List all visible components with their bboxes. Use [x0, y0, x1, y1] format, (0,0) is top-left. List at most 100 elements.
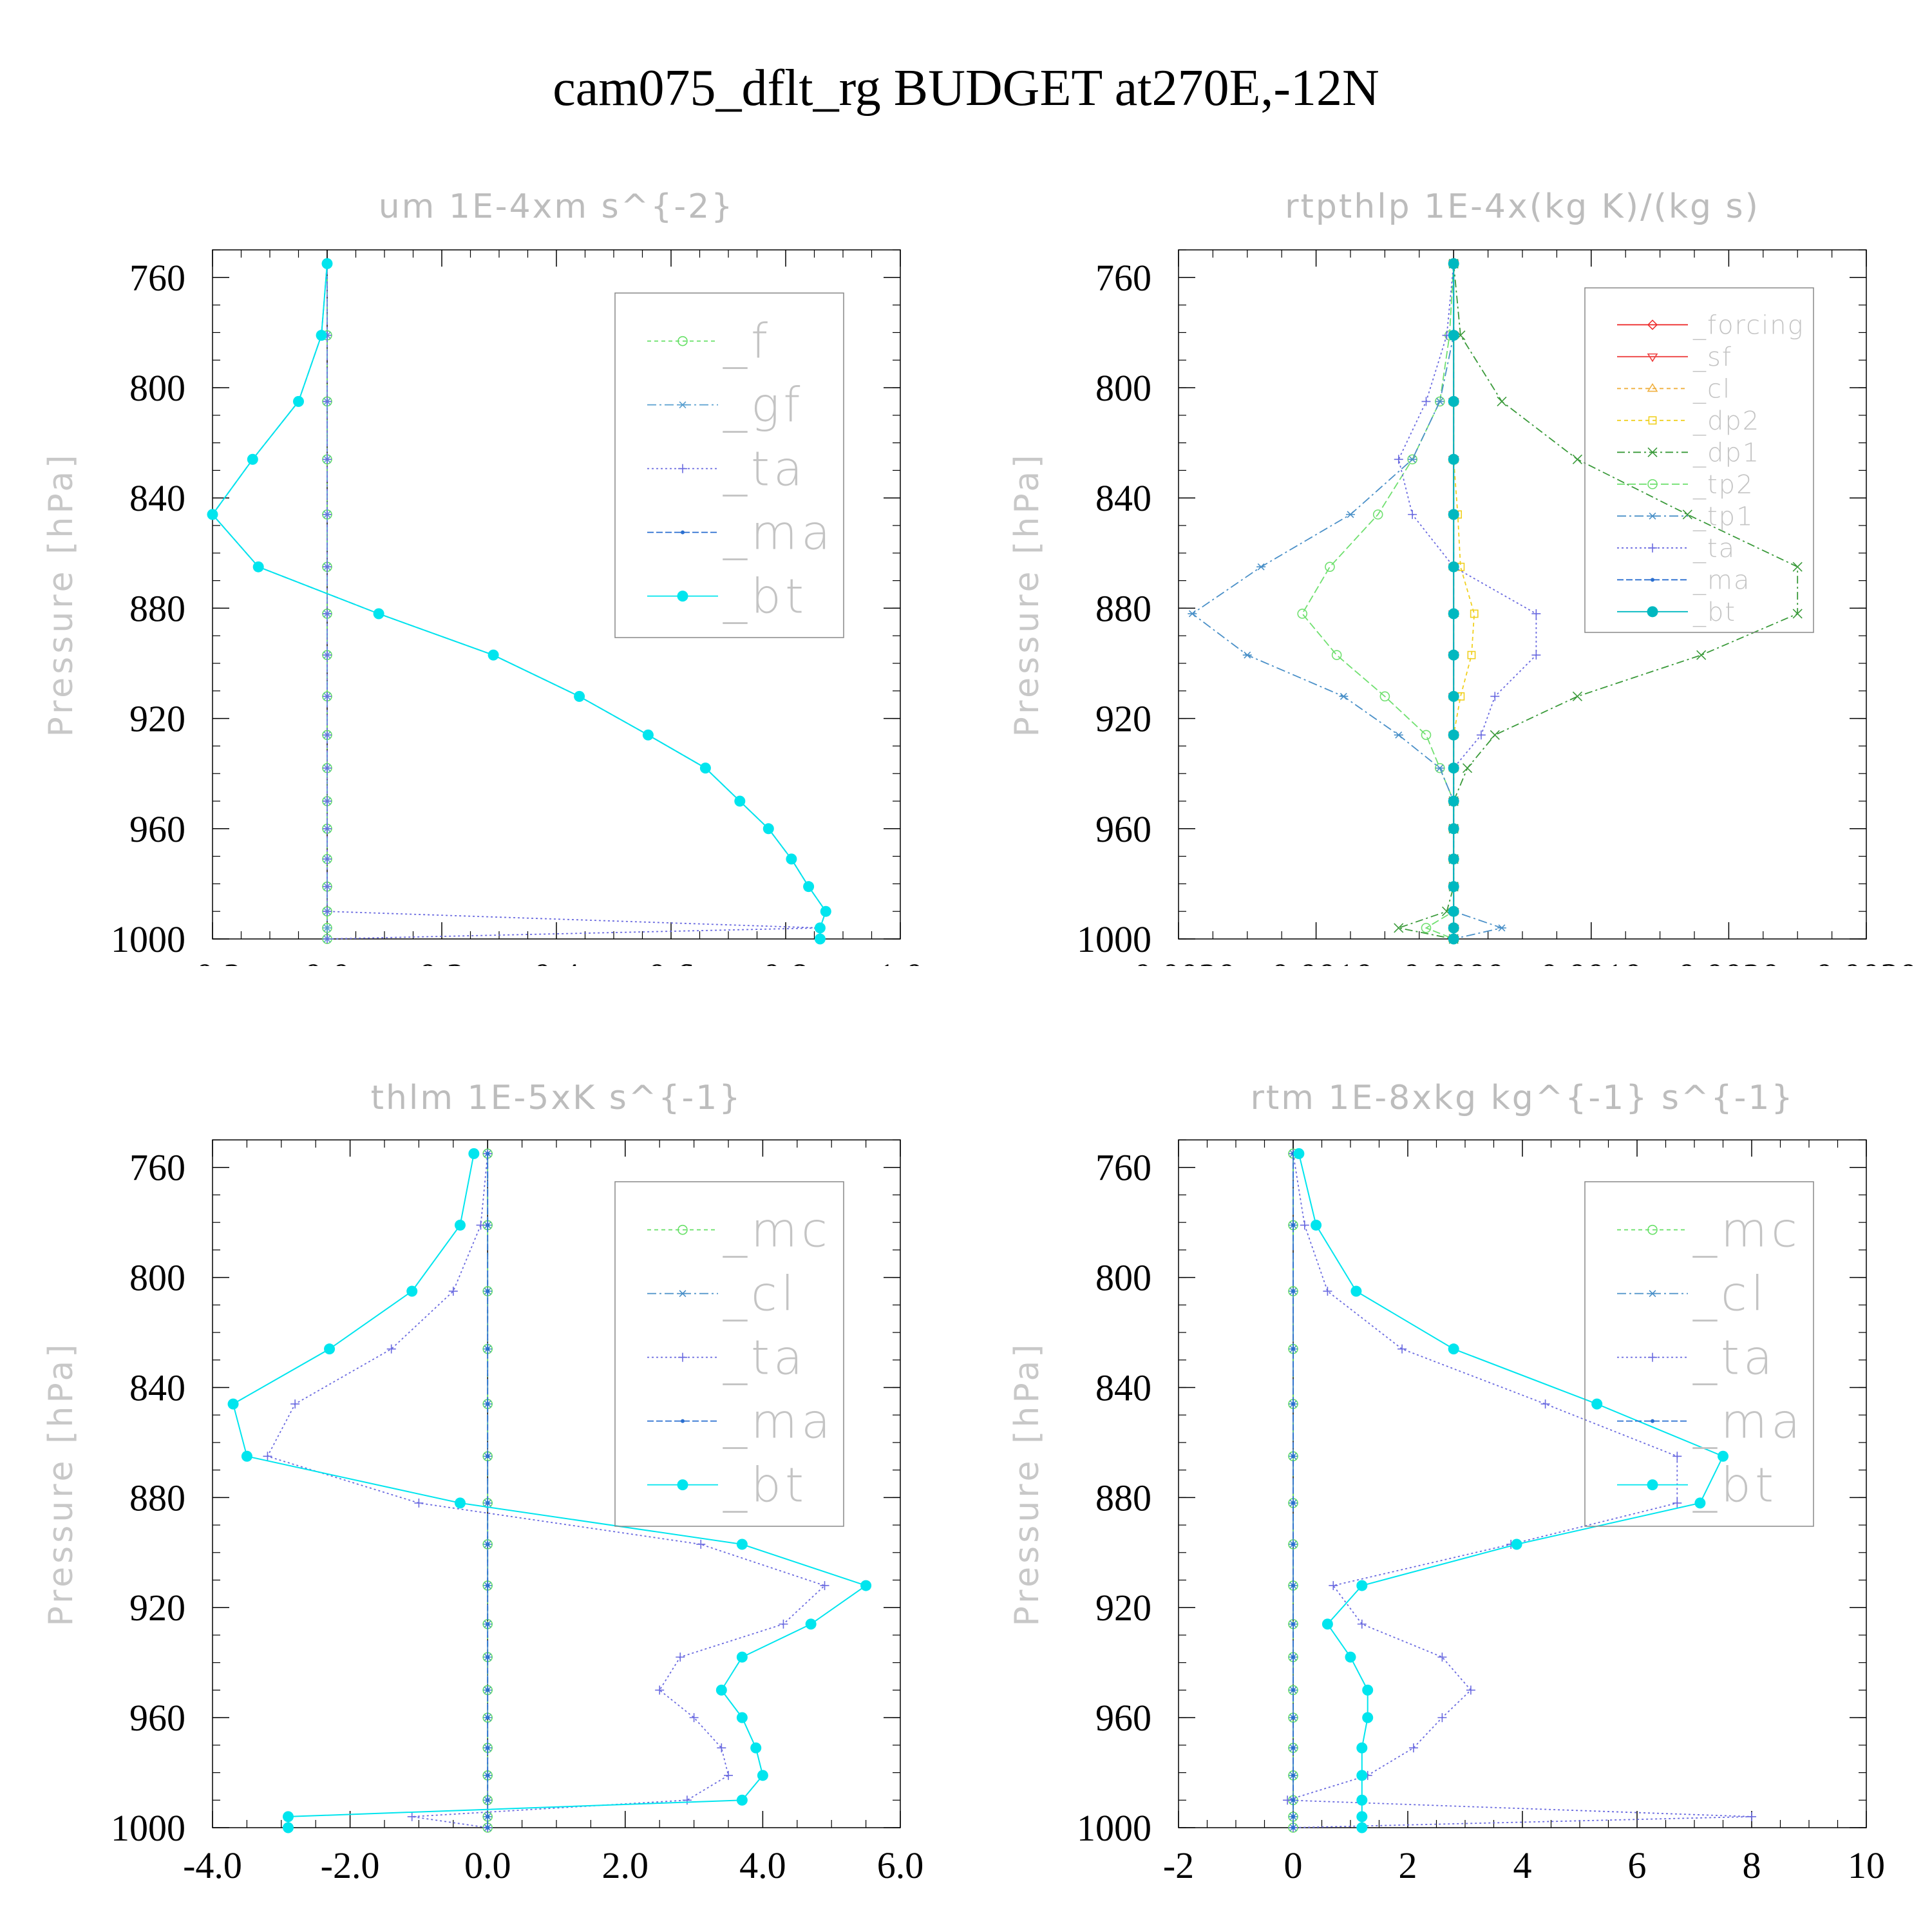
legend-label-cl: _cl — [723, 1267, 798, 1322]
data-point-ma — [486, 1814, 490, 1819]
data-point-bt — [1350, 1285, 1362, 1297]
data-point-ma — [486, 1773, 490, 1777]
data-point-ta — [1540, 1399, 1550, 1409]
legend-label-mc: _mc — [1692, 1203, 1801, 1258]
data-point-ta — [323, 797, 332, 806]
data-point-ta — [323, 692, 332, 701]
data-point-bt — [1448, 395, 1459, 407]
series-line-bt — [1298, 1153, 1724, 1828]
data-point-ta — [1357, 1619, 1367, 1629]
data-point-bt — [1448, 330, 1459, 341]
x-tick-label: 2.0 — [602, 1844, 649, 1886]
data-point-ma — [1291, 1826, 1295, 1830]
y-tick-label: 1000 — [1077, 1807, 1151, 1849]
data-point-bt — [1293, 1148, 1305, 1159]
x-tick-label: 6.0 — [877, 1844, 924, 1886]
data-point-ta — [323, 934, 332, 943]
y-axis-label: Pressure [hPa] — [42, 452, 80, 737]
data-point-bt — [282, 1811, 294, 1823]
data-point-ta — [1476, 730, 1486, 740]
data-point-bt — [1448, 823, 1459, 835]
data-point-bt — [1448, 690, 1459, 702]
data-point-bt — [805, 1618, 817, 1630]
data-point-ta — [290, 1399, 300, 1409]
y-tick-label: 880 — [1095, 587, 1151, 629]
data-point-bt — [642, 729, 654, 741]
legend-marker-cl — [678, 1290, 687, 1298]
data-point-bt — [488, 649, 499, 661]
data-point-bt — [574, 690, 585, 702]
data-point-bt — [468, 1148, 480, 1159]
data-point-bt — [757, 1770, 768, 1781]
data-point-ta — [323, 854, 332, 864]
data-point-bt — [1356, 1822, 1368, 1833]
data-point-bt — [1448, 608, 1459, 620]
series-bt — [1293, 1148, 1728, 1833]
data-point-ma — [486, 1289, 490, 1293]
legend-box — [1584, 1181, 1814, 1527]
legend-marker-gf — [678, 401, 687, 409]
series-tp2 — [1297, 258, 1459, 944]
data-point-bt — [1356, 1742, 1368, 1754]
data-point-ta — [689, 1713, 699, 1723]
x-tick-label: -2.0 — [321, 1844, 380, 1886]
data-point-bt — [750, 1742, 762, 1754]
figure-title: cam075_dflt_rg BUDGET at270E,-12N — [553, 60, 1379, 117]
data-point-ma — [1291, 1814, 1295, 1819]
data-point-ta — [448, 1286, 458, 1296]
data-point-ma — [486, 1151, 490, 1156]
data-point-bt — [860, 1580, 872, 1591]
data-point-ma — [486, 1826, 490, 1830]
data-point-bt — [1511, 1539, 1522, 1550]
y-tick-label: 880 — [1095, 1477, 1151, 1519]
data-point-ma — [486, 1798, 490, 1803]
x-tick-label: 0.6 — [648, 956, 695, 966]
x-tick-label: 0.0020 — [1678, 956, 1781, 966]
x-tick-label: 0.8 — [762, 956, 810, 966]
legend-label-ta: _ta — [723, 1331, 806, 1386]
chart-panel-rtpthlp: rtpthlp 1E-4x(kg K)/(kg s) Pressure [hPa]… — [1008, 187, 1918, 966]
data-point-bt — [736, 1712, 748, 1723]
x-tick-label: 0.0 — [464, 1844, 511, 1886]
data-point-bt — [1362, 1684, 1374, 1696]
data-point-dp1 — [1682, 509, 1692, 520]
data-point-bt — [241, 1450, 252, 1462]
data-point-ma — [1291, 1347, 1295, 1351]
y-tick-label: 1000 — [111, 918, 185, 960]
y-tick-label: 760 — [129, 1147, 185, 1189]
data-point-bt — [293, 395, 304, 407]
data-point-ta — [1283, 1795, 1293, 1805]
data-point-bt — [1448, 729, 1459, 741]
data-point-ma — [1291, 1542, 1295, 1546]
data-point-ta — [655, 1685, 665, 1695]
data-point-bt — [1311, 1219, 1322, 1231]
data-point-ma — [1291, 1584, 1295, 1588]
y-tick-label: 800 — [1095, 1257, 1151, 1299]
x-tick-label: -0.0010 — [1258, 956, 1374, 966]
data-point-ta — [263, 1452, 272, 1461]
legend-label-cl: _cl — [1692, 374, 1731, 404]
y-tick-label: 760 — [1095, 1147, 1151, 1189]
y-tick-label: 880 — [129, 1477, 185, 1519]
data-point-ta — [407, 1812, 417, 1821]
legend-marker-ta — [678, 1352, 687, 1362]
data-point-bt — [1718, 1450, 1728, 1462]
data-point-dp2 — [1470, 609, 1479, 618]
data-point-tp1 — [1435, 764, 1444, 772]
data-point-bt — [1356, 1580, 1368, 1591]
legend-box — [614, 1181, 844, 1527]
data-point-bt — [699, 762, 711, 774]
data-point-ta — [1300, 1220, 1309, 1230]
data-point-bt — [1448, 649, 1459, 661]
data-point-bt — [736, 1794, 748, 1806]
data-point-ma — [1291, 1402, 1295, 1406]
y-tick-label: 800 — [1095, 367, 1151, 409]
data-point-ta — [1397, 1344, 1407, 1354]
data-point-bt — [715, 1684, 727, 1696]
data-point-ma — [486, 1542, 490, 1546]
series-line-ta — [1397, 263, 1537, 939]
legend-label-bt: _bt — [723, 569, 808, 625]
y-axis-label: Pressure [hPa] — [1008, 452, 1046, 737]
y-tick-label: 760 — [129, 257, 185, 299]
data-point-ma — [486, 1223, 490, 1227]
